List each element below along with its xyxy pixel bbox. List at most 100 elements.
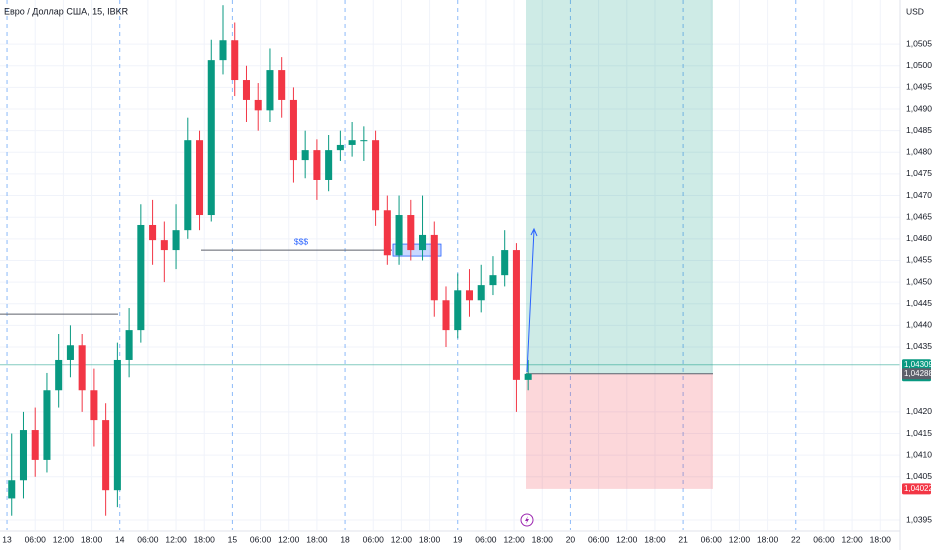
candle-body [19, 430, 27, 481]
x-tick-label: 18 [340, 534, 350, 544]
candle-body [149, 224, 157, 241]
x-tick-label: 18:00 [757, 534, 779, 544]
candle-body [395, 215, 403, 256]
currency: USD [906, 6, 924, 16]
y-tick-label: 1,04550 [906, 255, 932, 265]
x-tick-label: 12:00 [391, 534, 413, 544]
x-tick-label: 18:00 [532, 534, 554, 544]
x-tick-label: 20 [566, 534, 576, 544]
y-tick-label: 1,04350 [906, 341, 932, 351]
candle-body [102, 420, 110, 491]
candle-body [313, 150, 321, 180]
y-tick-label: 1,04600 [906, 233, 932, 243]
y-tick-label: 1,04100 [906, 449, 932, 459]
y-tick-label: 1,04400 [906, 320, 932, 330]
x-tick-label: 22 [791, 534, 801, 544]
candle-body [454, 290, 462, 331]
candle-body [196, 140, 204, 216]
x-tick-label: 06:00 [475, 534, 497, 544]
zone-box [392, 243, 442, 257]
y-tick-label: 1,04700 [906, 190, 932, 200]
y-tick-label: 1,04050 [906, 471, 932, 481]
y-tick-label: 1,05050 [906, 38, 932, 48]
candle-body [501, 250, 509, 276]
candle-body [301, 150, 309, 161]
x-tick-label: 12:00 [278, 534, 300, 544]
x-tick-label: 06:00 [813, 534, 835, 544]
y-tick-label: 1,04750 [906, 168, 932, 178]
candle-body [137, 224, 145, 331]
x-tick-label: 06:00 [588, 534, 610, 544]
x-tick-label: 14 [115, 534, 125, 544]
candle-body [219, 40, 227, 61]
candle-body [113, 359, 121, 491]
x-tick-label: 18:00 [644, 534, 666, 544]
x-tick-label: 12:00 [841, 534, 863, 544]
x-tick-label: 06:00 [250, 534, 272, 544]
candle-body [184, 140, 192, 231]
candle-body [31, 430, 39, 460]
candle-body [231, 40, 239, 81]
x-tick-label: 12:00 [165, 534, 187, 544]
price-label-box [902, 368, 931, 380]
x-tick-label: 13 [2, 534, 12, 544]
price-label: 1,04022 [904, 484, 932, 493]
x-tick-label: 21 [678, 534, 688, 544]
overlay [526, 227, 538, 373]
candle-body [383, 210, 391, 256]
candle-body [125, 330, 133, 360]
x-tick-label: 12:00 [503, 534, 525, 544]
y-tick-label: 1,03950 [906, 514, 932, 524]
candle-body [266, 70, 274, 111]
candle-body [278, 70, 286, 100]
candle-body [172, 230, 180, 251]
price-label: 1,04288 [904, 369, 932, 378]
candle-body [289, 99, 297, 161]
candles [8, 5, 532, 516]
y-tick-label: 1,04450 [906, 298, 932, 308]
candle-body [254, 99, 262, 111]
x-tick-label: 18:00 [870, 534, 892, 544]
candle-body [90, 390, 98, 421]
x-tick-label: 18:00 [306, 534, 328, 544]
price-label-box [902, 483, 931, 495]
candle-body [55, 359, 63, 391]
x-tick-label: 06:00 [137, 534, 159, 544]
candle-body [477, 285, 485, 301]
x-tick-label: 19 [453, 534, 463, 544]
x-tick-label: 18:00 [419, 534, 441, 544]
candle-body [372, 140, 380, 211]
drawings: $$$ [0, 0, 900, 489]
candle-body [336, 144, 344, 151]
chart-title: Евро / Доллар США, 15, IBKR [4, 6, 129, 16]
candle-body [419, 234, 427, 251]
target-zone [526, 0, 713, 374]
y-tick-label: 1,04900 [906, 103, 932, 113]
y-tick-label: 1,05000 [906, 60, 932, 70]
x-tick-label: 12:00 [53, 534, 75, 544]
y-tick-label: 1,04500 [906, 276, 932, 286]
x-tick-label: 06:00 [363, 534, 385, 544]
candle-body [442, 300, 450, 331]
candle-body [360, 140, 368, 142]
liquidity-label: $$$ [294, 236, 308, 246]
x-tick-label: 18:00 [81, 534, 103, 544]
candle-body [348, 140, 356, 145]
candle-body [78, 345, 86, 391]
y-tick-label: 1,04850 [906, 125, 932, 135]
axes: 1,03950 1,04050 1,04100 1,04150 1,04200 1,043… [2, 38, 932, 544]
candle-body [524, 373, 532, 380]
price-label: 1,04309 [904, 360, 932, 369]
candle-body [489, 275, 497, 286]
candle-body [66, 345, 74, 360]
y-tick-label: 1,04650 [906, 211, 932, 221]
x-tick-label: 06:00 [25, 534, 47, 544]
event-icon[interactable] [520, 513, 534, 527]
x-tick-label: 06:00 [701, 534, 723, 544]
x-tick-label: 15 [228, 534, 238, 544]
candle-body [407, 215, 415, 251]
candle-body [512, 250, 520, 380]
y-tick-label: 1,04200 [906, 406, 932, 416]
